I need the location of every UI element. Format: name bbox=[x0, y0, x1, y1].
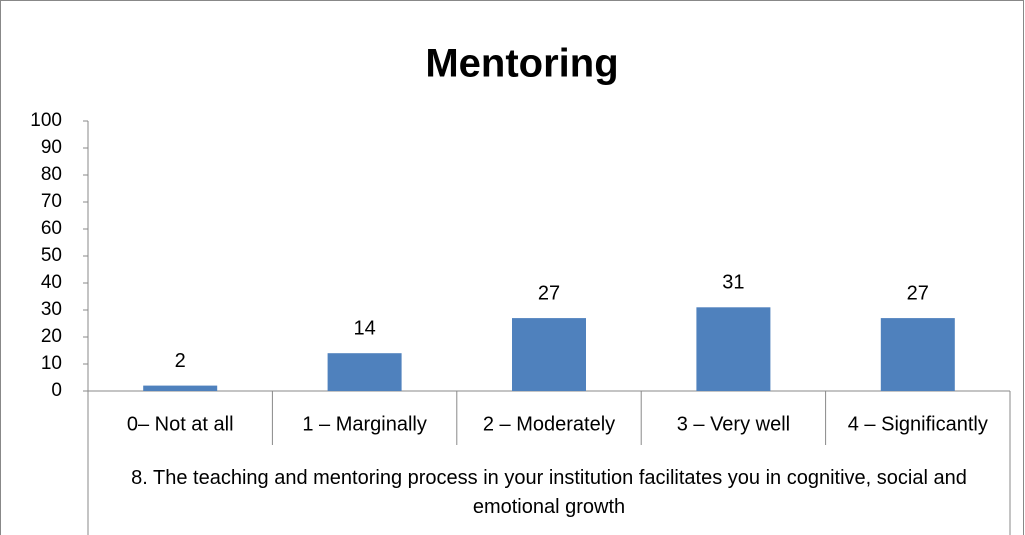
y-tick-label: 60 bbox=[41, 218, 62, 239]
data-label: 27 bbox=[907, 282, 929, 304]
data-label: 27 bbox=[538, 282, 560, 304]
y-tick-label: 100 bbox=[30, 110, 62, 131]
bar bbox=[696, 307, 771, 391]
y-tick-label: 10 bbox=[41, 353, 62, 374]
x-tick-label: 4 – Significantly bbox=[848, 413, 988, 435]
y-tick-label: 90 bbox=[41, 137, 62, 158]
bar bbox=[327, 353, 402, 391]
y-tick-label: 0 bbox=[51, 380, 62, 401]
y-tick-label: 40 bbox=[41, 272, 62, 293]
data-label: 31 bbox=[722, 272, 744, 294]
chart-title: Mentoring bbox=[425, 42, 618, 86]
x-tick-label: 1 – Marginally bbox=[302, 413, 427, 435]
data-label: 14 bbox=[353, 317, 375, 339]
bar bbox=[512, 318, 586, 391]
y-tick-label: 30 bbox=[41, 299, 62, 320]
y-tick-label: 80 bbox=[41, 164, 62, 185]
group-label: 8. The teaching and mentoring process in… bbox=[131, 467, 967, 518]
x-tick-label: 2 – Moderately bbox=[483, 413, 615, 435]
y-tick-label: 20 bbox=[41, 326, 62, 347]
bar bbox=[880, 318, 955, 391]
bar bbox=[143, 385, 218, 391]
y-tick-label: 50 bbox=[41, 245, 62, 266]
x-tick-label: 3 – Very well bbox=[677, 413, 790, 435]
data-label: 2 bbox=[175, 350, 186, 372]
x-tick-label: 0– Not at all bbox=[127, 413, 234, 435]
y-tick-label: 70 bbox=[41, 191, 62, 212]
